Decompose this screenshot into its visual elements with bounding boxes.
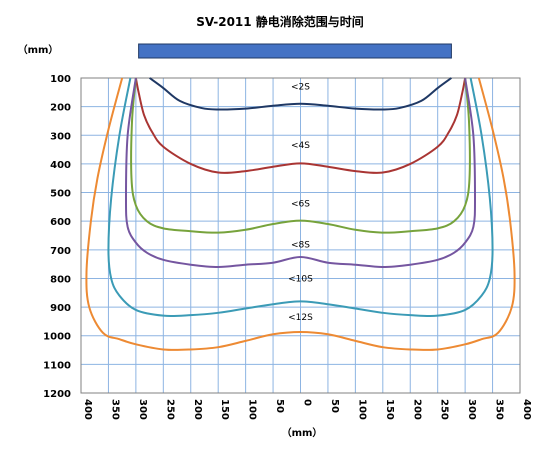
y-axis-unit: （mm） bbox=[18, 43, 59, 56]
device-bar bbox=[138, 43, 452, 59]
x-tick-label: 150 bbox=[384, 399, 395, 420]
y-tick-label: 500 bbox=[50, 189, 71, 200]
series-label: <10S bbox=[288, 274, 313, 284]
y-tick-label: 300 bbox=[50, 131, 71, 142]
y-tick-label: 400 bbox=[50, 160, 71, 171]
y-tick-label: 800 bbox=[50, 274, 71, 285]
series-layer bbox=[85, 77, 516, 351]
series-label: <2S bbox=[291, 82, 310, 92]
x-tick-label: 100 bbox=[356, 399, 367, 420]
series-line bbox=[107, 77, 494, 318]
y-tick-label: 100 bbox=[50, 74, 71, 85]
x-tick-label: 350 bbox=[109, 399, 120, 420]
x-axis-unit: （mm） bbox=[282, 426, 323, 439]
y-tick-label: 900 bbox=[50, 303, 71, 314]
x-tick-label: 0 bbox=[302, 399, 313, 406]
x-tick-label: 400 bbox=[82, 399, 93, 420]
x-tick-label: 100 bbox=[247, 399, 258, 420]
chart-title: SV-2011 静电消除范围与时间 bbox=[196, 14, 364, 29]
y-tick-label: 700 bbox=[50, 246, 71, 257]
series-label: <4S bbox=[291, 141, 310, 151]
x-tick-label: 300 bbox=[137, 399, 148, 420]
x-tick-label: 150 bbox=[219, 399, 230, 420]
series-label: <12S bbox=[288, 313, 313, 323]
x-tick-label: 400 bbox=[521, 399, 532, 420]
x-tick-label: 250 bbox=[439, 399, 450, 420]
series-label: <8S bbox=[291, 241, 310, 251]
y-axis-ticks: 100 200 300 400 500 600 700 800 900 1000 1100 1200 bbox=[43, 74, 71, 400]
series-labels: <2S <4S <6S <8S <10S <12S bbox=[288, 82, 313, 323]
y-tick-label: 1200 bbox=[43, 389, 71, 400]
y-tick-label: 1000 bbox=[43, 332, 71, 343]
series-line bbox=[130, 77, 471, 234]
plot-area bbox=[80, 77, 521, 394]
x-tick-label: 200 bbox=[411, 399, 422, 420]
series-line bbox=[134, 77, 467, 174]
series-line bbox=[124, 77, 477, 268]
series-line bbox=[85, 77, 516, 351]
y-tick-label: 600 bbox=[50, 217, 71, 228]
x-tick-label: 350 bbox=[494, 399, 505, 420]
y-tick-label: 1100 bbox=[43, 360, 71, 371]
series-label: <6S bbox=[291, 199, 310, 209]
x-axis-ticks: 400 350 300 250 200 150 100 50 0 50 100 150 200 250 30… bbox=[82, 399, 532, 420]
series-line bbox=[149, 77, 452, 111]
x-tick-label: 50 bbox=[274, 399, 285, 413]
plot-border bbox=[80, 77, 521, 394]
x-tick-label: 50 bbox=[329, 399, 340, 413]
x-tick-label: 300 bbox=[466, 399, 477, 420]
x-tick-label: 200 bbox=[192, 399, 203, 420]
y-tick-label: 200 bbox=[50, 103, 71, 114]
x-tick-label: 250 bbox=[164, 399, 175, 420]
